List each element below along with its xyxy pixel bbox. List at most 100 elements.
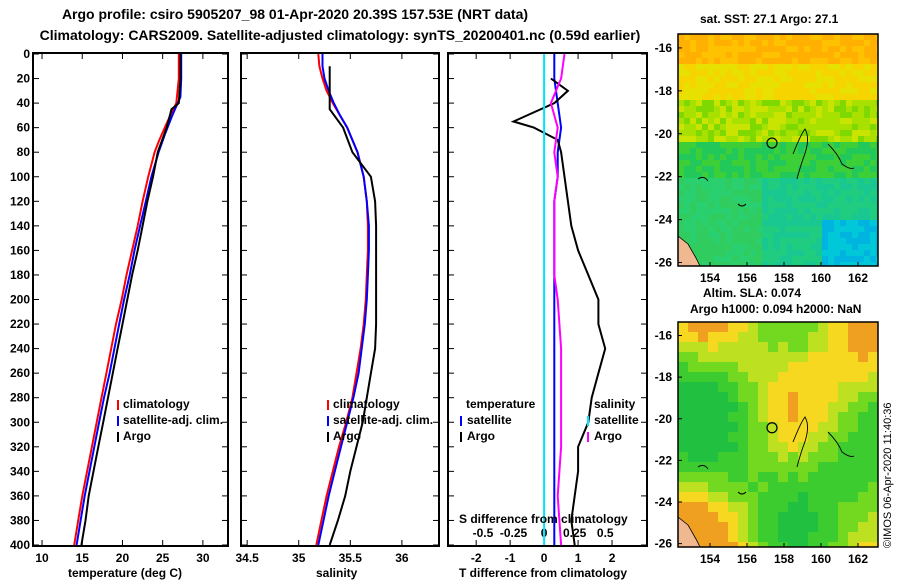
- map-y-tick-label: -26: [655, 537, 673, 551]
- legend-label: satellite-adj. clim.: [333, 413, 433, 427]
- difference-xlabel: T difference from climatology: [459, 566, 628, 580]
- sst-map-reef-contour: [697, 176, 709, 182]
- x-tick-label: 30: [196, 551, 210, 565]
- sst-map-reef-contour: [827, 143, 855, 169]
- y-tick-label: 80: [17, 145, 31, 159]
- sst-map-field: [678, 34, 878, 266]
- map-y-tick-label: -26: [655, 256, 673, 270]
- sst-map-reef-contour: [737, 203, 747, 207]
- map-x-tick-label: 156: [737, 552, 757, 566]
- map-x-tick-label: 162: [848, 271, 868, 285]
- y-tick-label: 400: [10, 538, 30, 552]
- sla-map-title-2: Argo h1000: 0.094 h2000: NaN: [690, 302, 862, 316]
- legend-heading-salinity: salinity: [594, 397, 636, 411]
- series-line-climatology: [315, 53, 369, 546]
- x-tick-label: 25: [156, 551, 170, 565]
- legend-label: Argo: [467, 429, 495, 443]
- map-x-tick-label: 158: [774, 271, 794, 285]
- difference-top-xlabel: S difference from climatology: [459, 512, 628, 526]
- y-tick-label: 260: [10, 366, 30, 380]
- y-tick-label: 140: [10, 219, 30, 233]
- map-x-tick-label: 160: [811, 271, 831, 285]
- series-line-salinity-argo: [549, 53, 566, 546]
- legend-label: climatology: [123, 397, 190, 411]
- sla-map-reef-contour: [737, 491, 747, 495]
- map-y-tick-label: -24: [655, 213, 673, 227]
- sst-map-land: [678, 235, 701, 266]
- y-tick-label: 240: [10, 342, 30, 356]
- series-line-satellite-adj-clim-: [317, 54, 370, 546]
- y-tick-label: 360: [10, 489, 30, 503]
- y-tick-label: 220: [10, 317, 30, 331]
- sla-map-reef-contour: [827, 431, 855, 457]
- y-tick-label: 20: [17, 72, 31, 86]
- legend-label: satellite: [594, 413, 639, 427]
- y-tick-label: 300: [10, 415, 30, 429]
- y-tick-label: 160: [10, 243, 30, 257]
- x-tick-label: 35.5: [339, 551, 363, 565]
- y-tick-label: 120: [10, 194, 30, 208]
- map-x-tick-label: 154: [700, 552, 720, 566]
- series-line-argo: [328, 66, 378, 546]
- x-tick-label: 2: [609, 551, 616, 565]
- sst-map-title: sat. SST: 27.1 Argo: 27.1: [700, 12, 839, 26]
- sla-map-title-1: Altim. SLA: 0.074: [703, 286, 802, 300]
- series-line-satellite-adj-clim-: [75, 54, 183, 546]
- sla-map-frame: [677, 321, 879, 548]
- sla-map-land: [678, 516, 701, 547]
- sst-map-reef-contour: [792, 128, 808, 180]
- y-tick-label: 200: [10, 293, 30, 307]
- legend-label: satellite-adj. clim.: [123, 413, 223, 427]
- y-tick-label: 40: [17, 96, 31, 110]
- y-tick-label: 60: [17, 121, 31, 135]
- y-tick-label: 180: [10, 268, 30, 282]
- map-y-tick-label: -20: [655, 127, 673, 141]
- x-top-tick-label: 0.25: [563, 526, 587, 540]
- y-tick-label: 380: [10, 513, 30, 527]
- x-tick-label: -1: [505, 551, 516, 565]
- x-top-tick-label: 0.5: [597, 526, 614, 540]
- x-tick-label: 20: [116, 551, 130, 565]
- map-x-tick-label: 154: [700, 271, 720, 285]
- map-x-tick-label: 156: [737, 271, 757, 285]
- map-y-tick-label: -20: [655, 412, 673, 426]
- map-x-tick-label: 160: [811, 552, 831, 566]
- legend-label: Argo: [594, 429, 622, 443]
- legend-label: climatology: [333, 397, 400, 411]
- legend-heading-temperature: temperature: [466, 397, 536, 411]
- title-line-2: Climatology: CARS2009. Satellite-adjuste…: [39, 27, 641, 43]
- salinity-plot: [240, 52, 440, 547]
- map-y-tick-label: -22: [655, 170, 673, 184]
- copyright-stamp: ©IMOS 06-Apr-2020 11:40:36: [882, 402, 894, 548]
- legend-label: satellite: [467, 413, 512, 427]
- x-top-tick-label: -0.25: [500, 526, 528, 540]
- map-x-tick-label: 162: [848, 552, 868, 566]
- x-tick-label: -2: [471, 551, 482, 565]
- sla-map-argo-location: [766, 422, 778, 434]
- map-y-tick-label: -18: [655, 84, 673, 98]
- x-tick-label: 0: [541, 551, 548, 565]
- map-y-tick-label: -16: [655, 329, 673, 343]
- salinity-xlabel: salinity: [316, 566, 358, 580]
- map-y-tick-label: -24: [655, 495, 673, 509]
- map-y-tick-label: -18: [655, 370, 673, 384]
- y-tick-label: 320: [10, 440, 30, 454]
- y-tick-label: 280: [10, 391, 30, 405]
- legend-label: Argo: [123, 429, 151, 443]
- x-top-tick-label: -0.5: [473, 526, 494, 540]
- sst-map-frame: [677, 33, 879, 267]
- sla-map-reef-contour: [697, 464, 709, 470]
- sst-map-argo-location: [766, 137, 778, 149]
- legend-label: Argo: [333, 429, 361, 443]
- x-tick-label: 10: [35, 551, 49, 565]
- x-tick-label: 36: [395, 551, 409, 565]
- series-line-temperature-argo: [510, 77, 607, 546]
- x-tick-label: 35: [292, 551, 306, 565]
- y-tick-label: 340: [10, 464, 30, 478]
- title-line-1: Argo profile: csiro 5905207_98 01-Apr-20…: [61, 6, 529, 22]
- temperature-plot: [32, 52, 229, 547]
